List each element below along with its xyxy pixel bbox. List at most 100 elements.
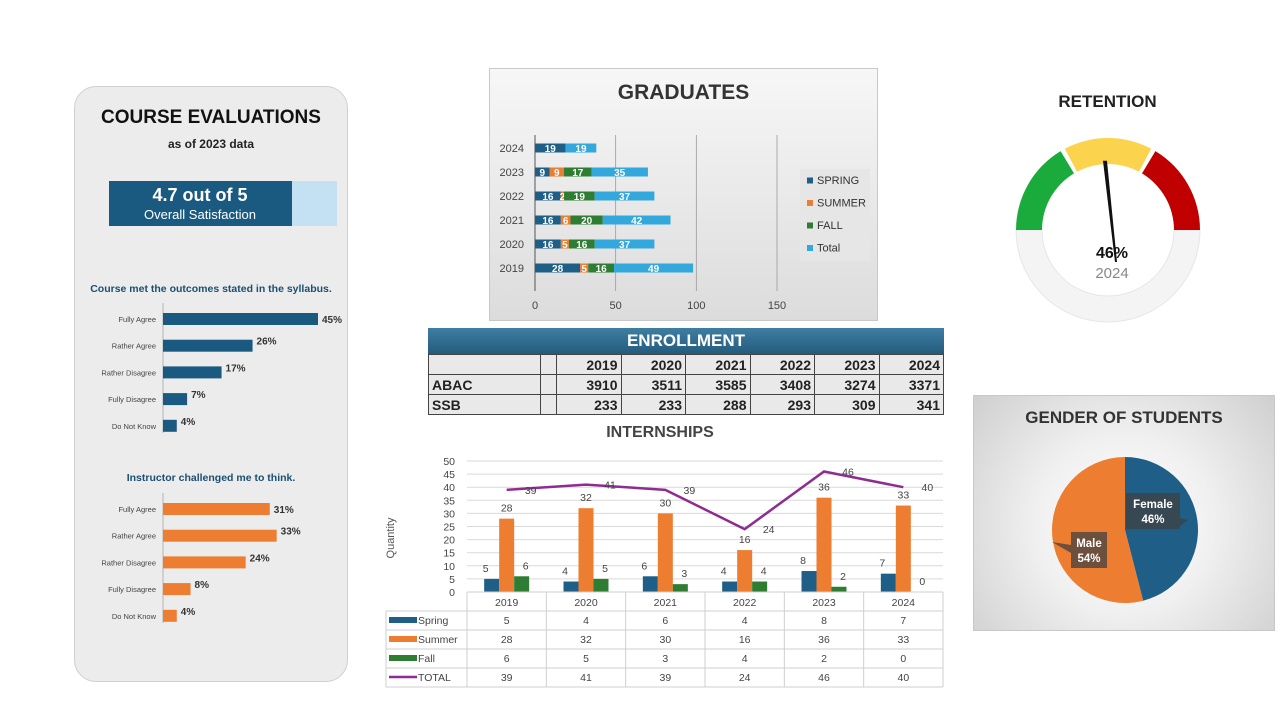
internships-x-tick: 2022 [733,597,757,609]
challenged-bar [163,583,191,596]
graduates-data-label: 16 [542,192,554,203]
outcomes-value-label: 45% [322,315,342,326]
graduates-x-tick: 50 [610,300,622,312]
enrollment-col-header: 2023 [814,354,880,375]
internships-table-cell: 8 [821,615,827,627]
outcomes-category-label: Rather Agree [112,342,156,351]
internships-total-label: 40 [921,482,933,494]
internships-table-cell: 40 [897,672,909,684]
internships-bar [816,497,832,592]
internships-total-label: 46 [842,466,854,478]
graduates-data-label: 19 [574,192,586,203]
gauge-band [1141,151,1200,230]
internships-bar [514,576,530,592]
internships-table-cell: 46 [818,672,830,684]
enrollment-col-header: 2019 [556,354,622,375]
enrollment-cell: 3371 [878,374,944,395]
gender-callout-pointer [1052,542,1071,553]
enrollment-row-label: ABAC [428,374,541,395]
graduates-bar-segment [602,215,671,225]
challenged-value-label: 33% [281,527,301,538]
challenged-category-label: Rather Agree [112,532,156,541]
internships-total-line [506,470,904,531]
gender-panel: GENDER OF STUDENTS Female 46% Male 54% [973,395,1275,631]
internships-bar [578,508,594,592]
enrollment-col-header: 2024 [878,354,944,375]
internships-x-tick: 2019 [495,597,519,609]
graduates-data-label: 35 [614,168,626,179]
enrollment-cell: 3511 [620,374,686,395]
graduates-y-tick: 2021 [500,215,524,227]
enrollment-cell: 3408 [749,374,815,395]
gender-slice-percent: 46% [1141,514,1164,526]
graduates-data-label: 9 [554,168,560,179]
internships-table-series-name: Fall [418,653,435,665]
graduates-bar-segment [565,143,597,153]
graduates-bar-segment [591,167,648,177]
internships-bar [880,573,896,592]
gauge-band [1016,151,1075,230]
challenged-bar [163,609,177,622]
internships-y-tick: 40 [443,482,455,494]
graduates-x-tick: 0 [532,300,538,312]
challenged-bar [163,556,246,569]
outcomes-bar [163,313,318,325]
gender-slice-name: Female [1133,499,1173,511]
gender-callout [1126,493,1180,529]
enrollment-row-ssb: SSB 233 233 288 293 309 341 [428,394,944,415]
internships-table-cell: 6 [662,615,668,627]
internships-table-cell: 4 [742,653,748,665]
challenged-category-label: Do Not Know [112,612,157,621]
outcomes-category-label: Fully Agree [118,315,156,324]
internships-table-cell: 5 [504,615,510,627]
enrollment-cell: 3910 [556,374,622,395]
gender-pie-chart: Female 46% Male 54% [1052,457,1199,603]
graduates-bar-segment [580,263,589,273]
internships-y-tick: 50 [443,456,455,468]
internships-total-label: 39 [683,485,695,497]
internships-table-cell: 2 [821,653,827,665]
internships-data-label: 4 [721,566,727,578]
challenged-chart-title: Instructor challenged me to think. [126,472,296,484]
challenged-value-label: 24% [250,553,270,564]
graduates-legend-label: Total [817,243,840,255]
internships-bar [657,513,673,592]
enrollment-cell: 233 [556,394,622,415]
graduates-bar-segment [560,215,571,225]
graduates-x-tick: 150 [768,300,786,312]
internships-total-label: 41 [604,480,616,492]
internships-table-legend-key [389,655,417,661]
internships-table-cell: 7 [900,615,906,627]
graduates-data-label: 5 [562,240,568,251]
internships-table-legend-key [389,636,417,642]
challenged-value-label: 8% [195,580,210,591]
gender-slice-percent: 54% [1077,553,1100,565]
graduates-bar-segment [535,263,581,273]
course-evaluations-card: COURSE EVALUATIONS as of 2023 data 4.7 o… [74,86,348,682]
internships-data-label: 4 [562,566,568,578]
challenged-category-label: Fully Agree [118,505,156,514]
enrollment-cell: 3274 [814,374,880,395]
graduates-bar-segment [560,191,565,201]
internships-data-label: 7 [879,558,885,570]
internships-total-label: 39 [525,485,537,497]
internships-data-label: 33 [897,490,909,502]
course-evaluations-subtitle: as of 2023 data [167,137,255,151]
enrollment-row-abac: ABAC 3910 3511 3585 3408 3274 3371 [428,374,944,395]
retention-title: RETENTION [1058,92,1157,111]
gender-slice-name: Male [1076,538,1102,550]
graduates-x-tick: 100 [687,300,705,312]
graduates-data-label: 16 [542,240,554,251]
enrollment-col-header: 2021 [685,354,751,375]
outcomes-category-label: Rather Disagree [101,368,156,377]
enrollment-cell: 3585 [685,374,751,395]
gauge-band [1064,138,1152,172]
outcomes-value-label: 26% [257,337,277,348]
internships-table-cell: 0 [900,653,906,665]
enrollment-cell: 233 [620,394,686,415]
enrollment-row-label: SSB [428,394,541,415]
internships-table-cell: 6 [504,653,510,665]
internships-table-cell: 5 [583,653,589,665]
satisfaction-fill [109,181,292,226]
